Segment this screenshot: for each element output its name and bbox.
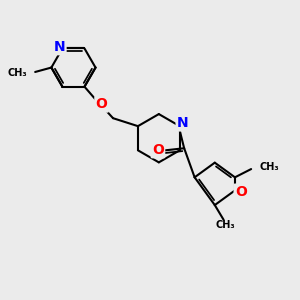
Text: N: N [177, 116, 188, 130]
Text: O: O [152, 143, 164, 157]
Text: O: O [96, 97, 107, 111]
Text: CH₃: CH₃ [215, 220, 235, 230]
Text: N: N [54, 40, 65, 54]
Text: O: O [235, 185, 247, 199]
Text: CH₃: CH₃ [259, 162, 279, 172]
Text: CH₃: CH₃ [7, 68, 27, 78]
